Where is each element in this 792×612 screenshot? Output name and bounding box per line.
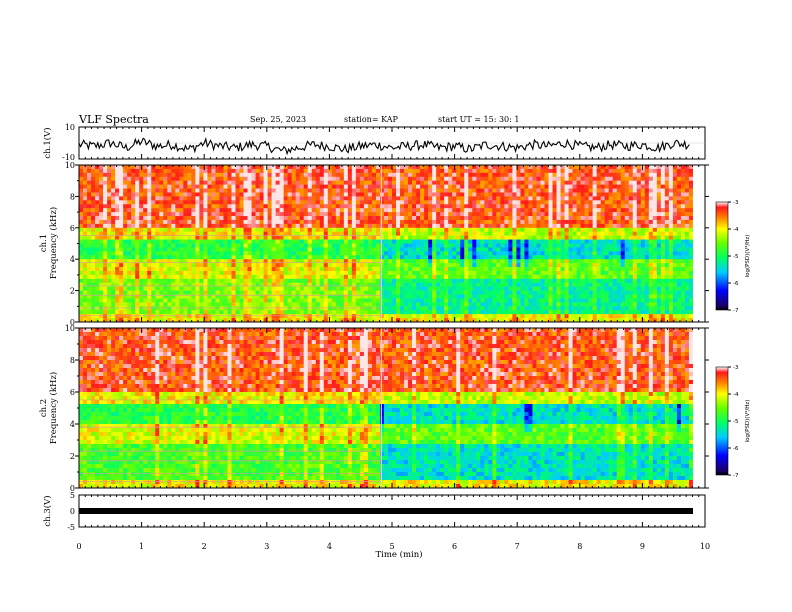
ch1-waveform-panel: 10 -10 ch.1(V) <box>42 123 706 162</box>
freq-tick-label: 4 <box>70 420 75 429</box>
x-tick-label: 8 <box>577 542 582 551</box>
freq-tick-label: 8 <box>70 192 75 201</box>
figure-title: VLF Spectra <box>78 113 149 126</box>
x-tick-label: 6 <box>452 542 457 551</box>
station-label: station= KAP <box>344 115 399 124</box>
ch2-spectrogram-panel: 0 2 4 6 8 10 ch.2 Frequency (kHz) <box>39 324 709 493</box>
freq-tick-label: 10 <box>65 161 75 170</box>
freq-tick-label: 4 <box>70 255 75 264</box>
x-axis-tick-labels: 0 1 2 3 4 5 6 7 8 9 10 <box>76 542 710 551</box>
ch3-waveform-band <box>79 508 693 514</box>
colorbar-tick-label: -4 <box>733 227 739 233</box>
colorbar-tick-label: -6 <box>733 446 739 452</box>
ch1-frequency-axis-label: Frequency (kHz) <box>48 207 59 279</box>
freq-tick-label: 0 <box>70 318 75 327</box>
x-tick-label: 9 <box>640 542 645 551</box>
date-label: Sep. 25, 2023 <box>250 115 306 124</box>
colorbar-tick-label: -3 <box>733 200 739 206</box>
colorbar-tick-label: -7 <box>733 473 739 479</box>
colorbar-tick-label: -3 <box>733 365 739 371</box>
start-time-label: start UT = 15: 30: 1 <box>438 115 519 124</box>
freq-tick-label: 6 <box>70 388 75 397</box>
ch1-spectrogram-image <box>79 165 706 323</box>
x-tick-label: 4 <box>327 542 332 551</box>
ch2-spectrogram-image <box>79 328 706 489</box>
ch1-ytick-top: 10 <box>65 123 75 132</box>
freq-tick-label: 10 <box>65 324 75 333</box>
freq-tick-label: 8 <box>70 356 75 365</box>
x-tick-label: 3 <box>264 542 269 551</box>
ch2-channel-label: ch.2 <box>39 399 49 417</box>
x-axis-label: Time (min) <box>375 549 422 560</box>
freq-tick-label: 6 <box>70 224 75 233</box>
colorbar-tick-label: -7 <box>733 308 739 314</box>
ch1-waveform-line <box>78 137 690 156</box>
ch1-channel-label: ch.1 <box>39 234 49 252</box>
ch3-ytick-5: 5 <box>70 491 75 500</box>
ch1-colorbar: -3 -4 -5 -6 -7 log(PSD)(V²/Hz) <box>715 200 751 314</box>
x-tick-label: 5 <box>389 542 394 551</box>
freq-tick-label: 2 <box>70 287 75 296</box>
ch2-frequency-axis-label: Frequency (kHz) <box>48 372 59 444</box>
ch3-waveform-panel: 5 0 -5 ch.3(V) <box>42 491 706 532</box>
x-tick-label: 2 <box>202 542 207 551</box>
x-tick-label: 0 <box>76 542 81 551</box>
ch3-ytick-0: 0 <box>70 507 75 516</box>
ch1-ytick-bottom: -10 <box>62 153 75 162</box>
ch1-colorbar-label: log(PSD)(V²/Hz) <box>744 235 751 278</box>
x-tick-label: 10 <box>700 542 710 551</box>
x-tick-label: 1 <box>139 542 144 551</box>
freq-tick-label: 2 <box>70 452 75 461</box>
colorbar-tick-label: -5 <box>733 254 739 260</box>
colorbar-tick-label: -6 <box>733 281 739 287</box>
ch1-spectrogram-panel: 0 2 4 6 8 10 ch.1 Frequency (kHz) <box>39 161 709 327</box>
ch2-colorbar-label: log(PSD)(V²/Hz) <box>744 400 751 443</box>
ch2-colorbar: -3 -4 -5 -6 -7 log(PSD)(V²/Hz) <box>715 365 751 479</box>
colorbar-tick-label: -5 <box>733 419 739 425</box>
colorbar-tick-label: -4 <box>733 392 739 398</box>
freq-tick-label: 0 <box>70 484 75 493</box>
ch1-voltage-axis-label: ch.1(V) <box>42 127 53 158</box>
ch3-voltage-axis-label: ch.3(V) <box>42 495 53 526</box>
x-tick-label: 7 <box>515 542 520 551</box>
ch3-ytick-minus5: -5 <box>67 523 75 532</box>
